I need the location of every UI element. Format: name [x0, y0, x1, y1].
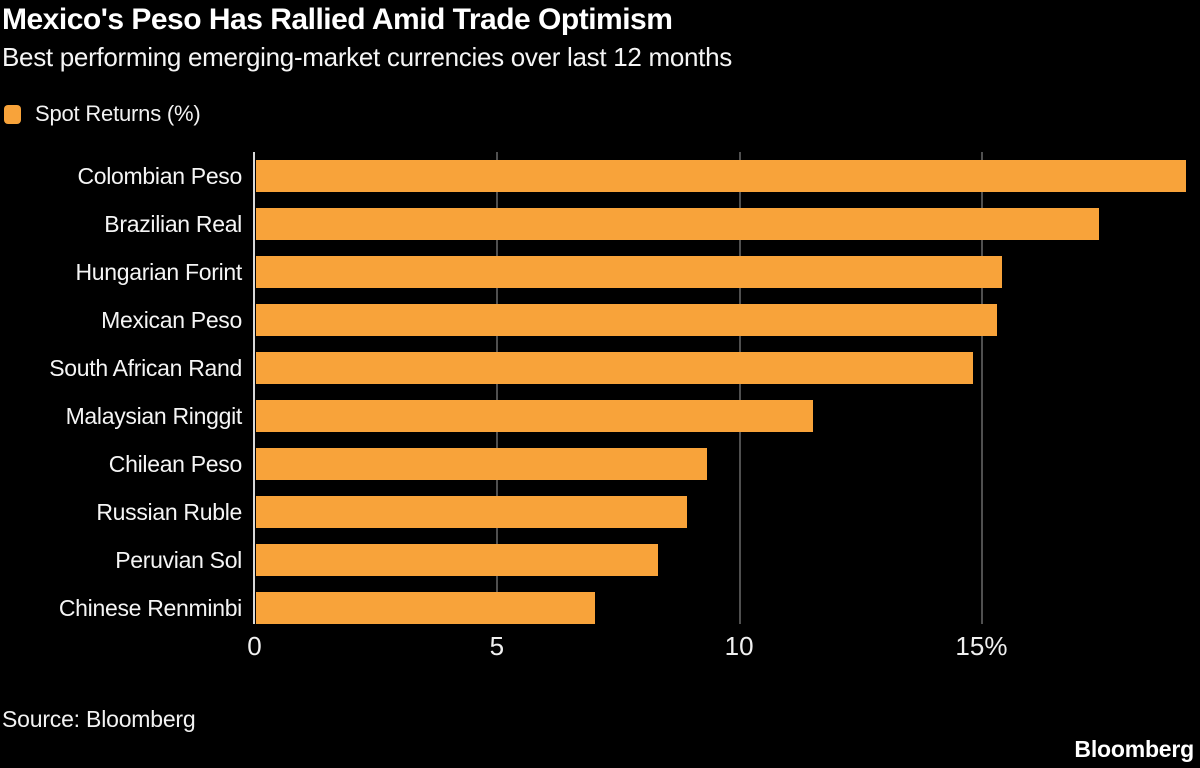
- gridline-5: [496, 152, 499, 624]
- bar-row: Peruvian Sol: [0, 544, 1200, 576]
- bar-hungarian-forint: [256, 256, 1002, 288]
- x-tick-label: 15%: [955, 631, 1008, 661]
- category-label: Hungarian Forint: [75, 259, 242, 285]
- x-tick-label: 5: [489, 631, 505, 661]
- category-label: South African Rand: [49, 355, 242, 381]
- category-label: Mexican Peso: [101, 307, 242, 333]
- bar-row: South African Rand: [0, 352, 1200, 384]
- bar-row: Brazilian Real: [0, 208, 1200, 240]
- x-tick-label: 0: [247, 631, 262, 661]
- plot-area: Colombian Peso Brazilian Real Hungarian Fo…: [0, 152, 1200, 624]
- bar-peruvian-sol: [256, 544, 658, 576]
- gridline-10: [738, 152, 741, 624]
- bar-row: Chilean Peso: [0, 448, 1200, 480]
- bar-row: Malaysian Ringgit: [0, 400, 1200, 432]
- bar-brazilian-real: [256, 208, 1099, 240]
- bar-south-african-rand: [256, 352, 973, 384]
- category-label: Chilean Peso: [108, 451, 243, 477]
- chart-subtitle: Best performing emerging-market currenci…: [2, 42, 732, 72]
- legend: Spot Returns (%): [4, 101, 201, 127]
- bar-chilean-peso: [256, 448, 707, 480]
- category-label: Russian Ruble: [96, 499, 242, 525]
- legend-label: Spot Returns (%): [35, 101, 201, 126]
- category-label: Colombian Peso: [77, 163, 242, 189]
- legend-swatch-icon: [4, 104, 21, 124]
- bar-mexican-peso: [256, 304, 997, 336]
- bloomberg-logo: Bloomberg: [1074, 736, 1194, 762]
- bar-chinese-renminbi: [256, 592, 595, 624]
- bar-row: Mexican Peso: [0, 304, 1200, 336]
- zero-axis-line: [253, 152, 255, 624]
- x-tick-label: 10: [724, 631, 754, 661]
- gridline-15: [980, 152, 983, 624]
- category-label: Peruvian Sol: [115, 547, 242, 573]
- bar-row: Hungarian Forint: [0, 256, 1200, 288]
- category-label: Malaysian Ringgit: [65, 403, 243, 429]
- chart-title: Mexico's Peso Has Rallied Amid Trade Opt…: [2, 3, 673, 36]
- bar-malaysian-ringgit: [256, 400, 813, 432]
- bar-row: Russian Ruble: [0, 496, 1200, 528]
- bar-row: Chinese Renminbi: [0, 592, 1200, 624]
- bar-row: Colombian Peso: [0, 160, 1200, 192]
- bar-colombian-peso: [256, 160, 1186, 192]
- category-label: Chinese Renminbi: [58, 595, 242, 621]
- bar-russian-ruble: [256, 496, 687, 528]
- category-label: Brazilian Real: [104, 211, 242, 237]
- source-note: Source: Bloomberg: [2, 706, 196, 732]
